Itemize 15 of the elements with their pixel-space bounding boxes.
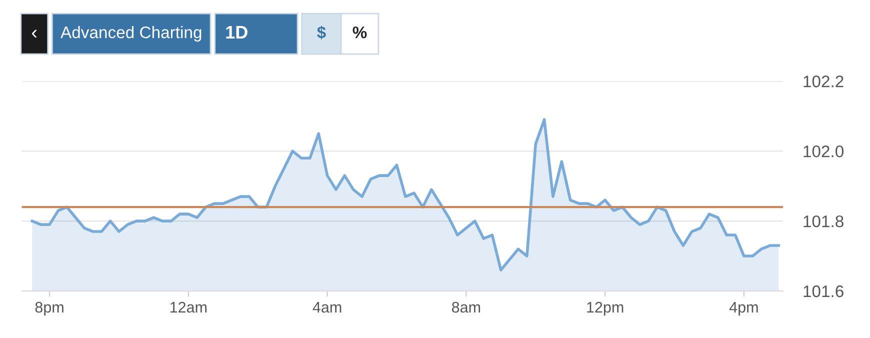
y-tick-label: 101.6 [804,285,844,298]
x-tick-label: 8am [452,302,480,313]
x-tick-label: 4pm [729,302,758,316]
x-tick-label: 4am [312,302,342,313]
x-tick-label: 12pm [587,302,624,316]
text: 1D [226,26,248,38]
text: ‹ [32,30,37,38]
text: % [352,26,367,38]
x-tick-label: 12am [170,302,207,313]
y-tick-label: 102.2 [804,76,844,88]
text: $ [317,26,326,40]
text: Advanced Charting [60,26,202,42]
y-tick-label: 102.0 [804,145,844,158]
y-tick-label: 101.8 [804,215,844,228]
x-tick-label: 8pm [35,302,64,316]
